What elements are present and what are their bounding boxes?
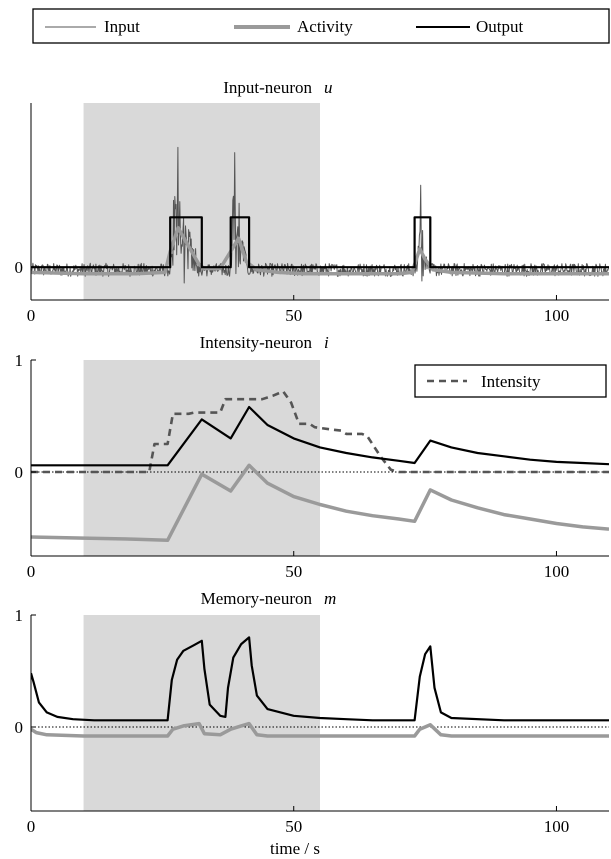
x-axis-label: time / s [270,839,320,858]
panel-title: Intensity-neuron [200,333,313,352]
legend: Input Activity Output [32,8,610,44]
legend-label-activity: Activity [297,17,353,36]
series-output [31,636,609,722]
panel-title: Input-neuron [223,78,312,97]
panel-input-neuron: 0 50 100 0 Input-neuron u [15,78,609,325]
intensity-legend-box [414,364,607,398]
panel-title-variable: u [324,78,333,97]
intensity-legend-label: Intensity [481,372,541,391]
panel-title-variable: i [324,333,329,352]
series-intensity [31,390,609,474]
x-tick-label: 50 [285,562,302,581]
x-tick-label: 0 [27,306,36,325]
series-output [31,216,609,269]
y-tick-label: 0 [15,463,24,482]
y-tick-label: 0 [15,258,24,277]
legend-label-output: Output [476,17,524,36]
series-activity [31,463,609,543]
x-tick-label: 50 [285,306,302,325]
y-tick-label: 0 [15,718,24,737]
stimulus-region [83,360,320,556]
legend-box [32,8,610,44]
x-tick-label: 100 [544,562,570,581]
panel-memory-neuron: 0 50 100 0 1 Memory-neuron m [15,589,609,836]
x-tick-label: 0 [27,562,36,581]
panel-title-variable: m [324,589,336,608]
x-tick-label: 100 [544,306,570,325]
panel-intensity-neuron: 0 50 100 0 1 Intensity-neuron i Intensity [15,333,609,581]
panel-title: Memory-neuron [201,589,313,608]
series-output [31,405,609,467]
intensity-legend: Intensity [414,364,607,398]
y-tick-label: 1 [15,606,24,625]
y-tick-label: 1 [15,351,24,370]
x-tick-label: 0 [27,817,36,836]
series-activity [31,721,609,738]
x-tick-label: 50 [285,817,302,836]
legend-label-input: Input [104,17,140,36]
x-tick-label: 100 [544,817,570,836]
